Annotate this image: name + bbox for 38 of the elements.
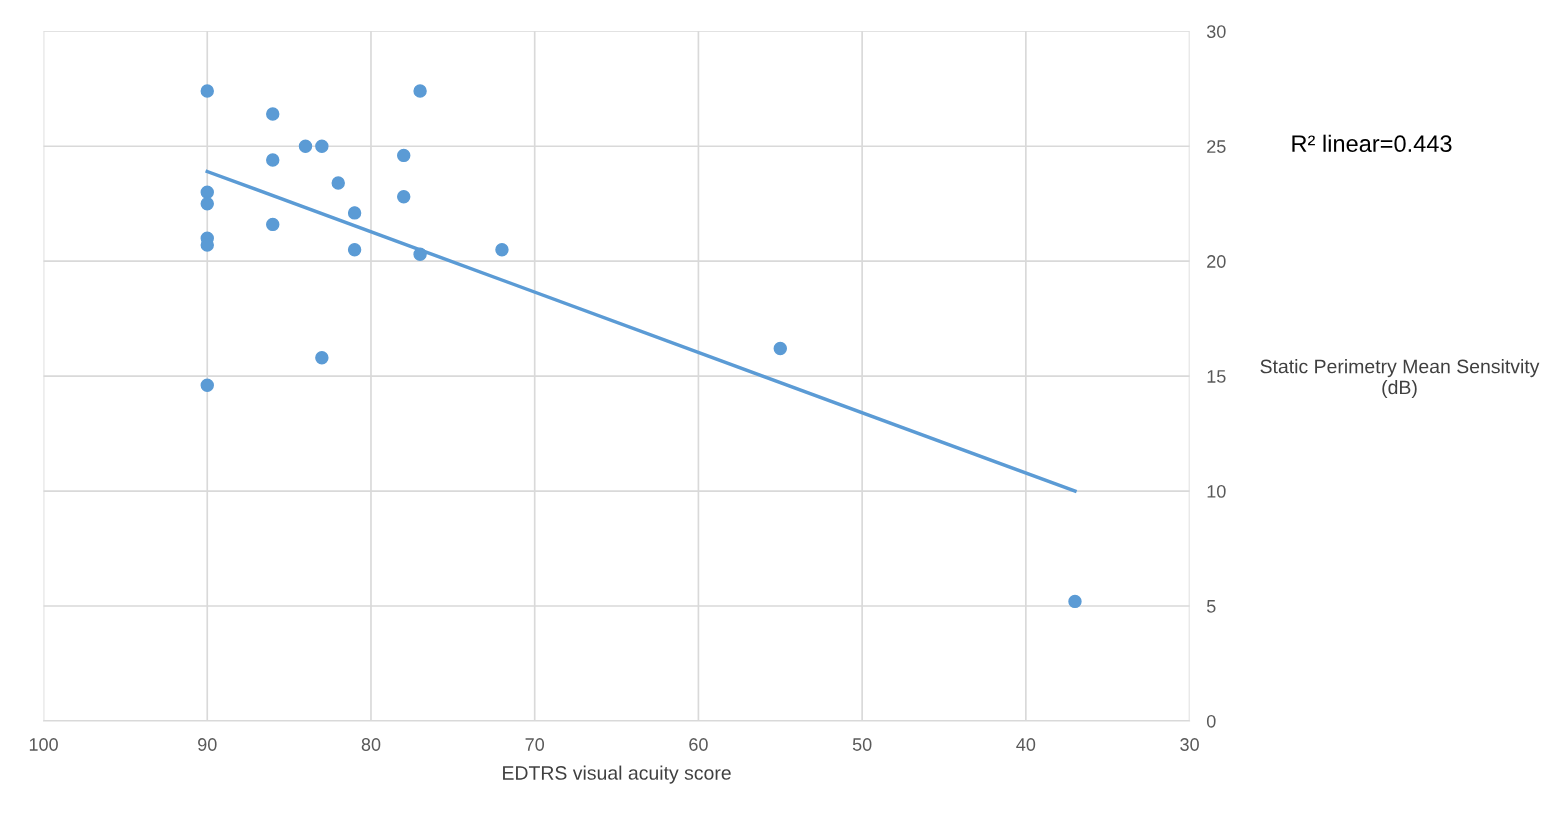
point: [315, 139, 329, 153]
point: [347, 242, 362, 257]
point: [397, 148, 411, 163]
point: [266, 153, 280, 167]
point: [200, 196, 214, 211]
point: [413, 247, 427, 261]
x-tick-label: 50: [852, 738, 872, 751]
x-tick-label: 70: [525, 738, 545, 751]
text: R² linear=0.443: [1292, 134, 1452, 153]
point: [266, 217, 280, 232]
y-tick-label: 20: [1207, 255, 1226, 268]
x-tick-label: 100: [29, 738, 58, 751]
point: [397, 190, 411, 204]
point: [331, 176, 345, 190]
point: [1068, 594, 1082, 609]
point: [200, 378, 214, 393]
x-axis-title: EDTRS visual acuity score: [503, 765, 731, 784]
x-tick-label: 90: [198, 738, 217, 751]
point: [266, 107, 280, 121]
point: [413, 84, 427, 98]
point: [495, 242, 509, 257]
x-tick-label: 80: [361, 738, 381, 751]
point: [347, 206, 362, 220]
point: [773, 341, 787, 356]
point: [200, 185, 214, 199]
x-tick-label: 60: [689, 738, 708, 751]
y-tick-label: 25: [1207, 140, 1226, 153]
y-axis-title: Static Perimetry Mean Sensitvity (dB): [1260, 359, 1540, 399]
y-tick-label: 5: [1206, 600, 1216, 613]
y-tick-label: 30: [1206, 25, 1226, 38]
point: [315, 351, 329, 365]
y-tick-label: 15: [1207, 370, 1226, 383]
point: [200, 84, 214, 98]
x-tick-label: 40: [1016, 738, 1036, 751]
point: [298, 139, 313, 153]
x-tick-label: 30: [1180, 738, 1199, 751]
y-tick-label: 10: [1207, 484, 1226, 498]
y-tick-label: 0: [1206, 714, 1216, 728]
